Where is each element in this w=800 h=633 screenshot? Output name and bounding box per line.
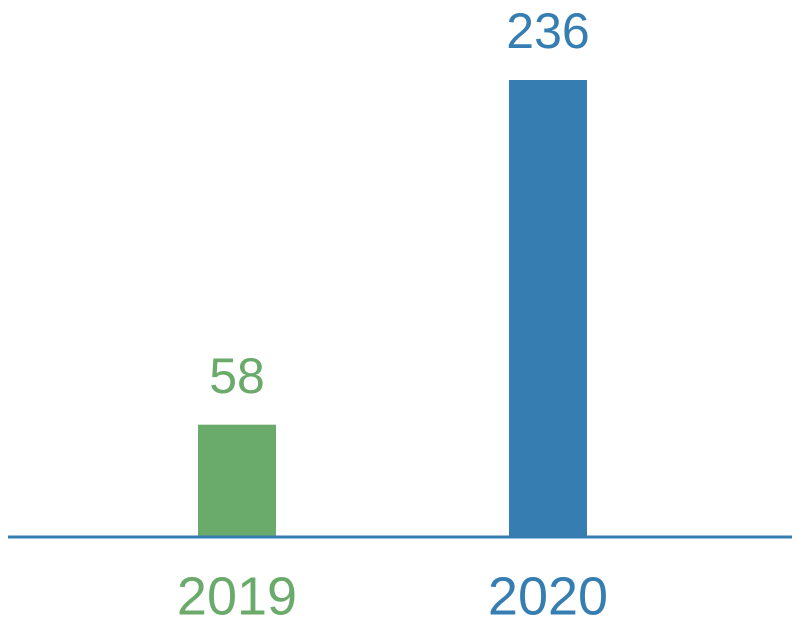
bar [509, 80, 587, 537]
bar [198, 424, 276, 537]
x-tick-label: 2019 [177, 566, 297, 626]
x-tick-label: 2020 [488, 566, 608, 626]
value-label: 236 [506, 3, 589, 59]
value-label: 58 [209, 348, 265, 404]
